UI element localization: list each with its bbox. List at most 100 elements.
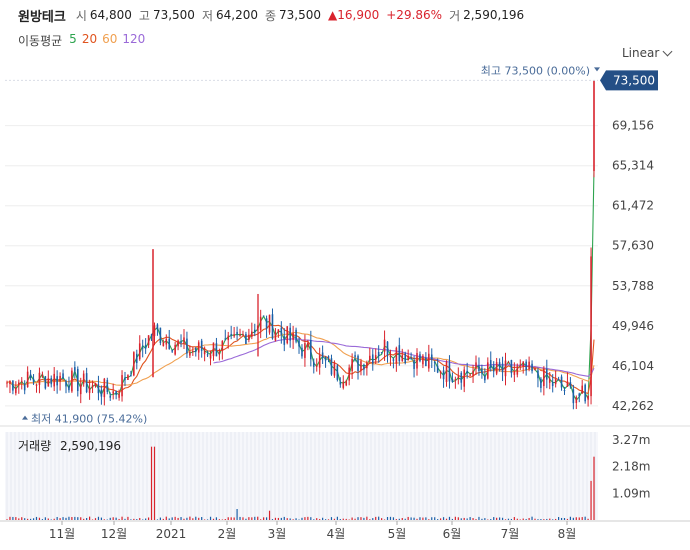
volume-bar [189, 516, 191, 520]
candle-body [501, 363, 504, 373]
candle-body [121, 375, 123, 397]
candle-body [153, 325, 156, 337]
candle-body [277, 329, 280, 333]
candle-body [584, 384, 586, 402]
volume-bar [584, 516, 586, 520]
scale-selector[interactable]: Linear [622, 46, 673, 60]
x-tick-label: 11월 [49, 527, 75, 541]
volume-bar [133, 518, 135, 520]
volume-bar [440, 518, 442, 520]
ma120-legend[interactable]: 120 [122, 32, 146, 46]
candle-body [351, 359, 353, 372]
candle-body [383, 339, 386, 352]
volume-bar [204, 519, 206, 520]
candle-body [348, 367, 350, 381]
candle-body [224, 338, 227, 340]
x-tick-label: 5월 [388, 527, 407, 541]
candle-body [56, 376, 58, 386]
candle-body [59, 375, 61, 382]
candle-body [251, 331, 253, 337]
candle-body [186, 338, 188, 354]
candle-body [321, 352, 324, 358]
candle-body [513, 371, 516, 375]
candle-body [112, 391, 114, 394]
ma60-legend[interactable]: 60 [102, 32, 118, 46]
ma20-legend[interactable]: 20 [81, 32, 98, 46]
volume-bar [469, 517, 471, 520]
volume-bar [145, 518, 147, 520]
volume-bar [212, 518, 215, 520]
candle-body [79, 384, 82, 395]
volume-bar [313, 519, 315, 520]
candle-body [192, 350, 194, 352]
volume-bar [398, 518, 400, 520]
candle-body [271, 314, 274, 339]
scale-label: Linear [622, 46, 660, 60]
candle-body [374, 355, 377, 361]
candle-body [575, 397, 578, 403]
volume-bar [386, 517, 389, 520]
x-tick-label: 12월 [101, 527, 127, 541]
volume-bar [357, 517, 359, 520]
volume-bar [80, 517, 82, 520]
candle-body [534, 368, 536, 371]
volume-bar [171, 517, 173, 520]
volume-bar [115, 517, 117, 520]
candle-body [106, 380, 109, 392]
volume-bar [268, 510, 271, 520]
volume-bar [342, 518, 344, 520]
candle-body [401, 355, 404, 361]
volume-bar [206, 519, 209, 520]
candle-body [416, 352, 418, 369]
volume-bar [124, 518, 126, 520]
candle-body [363, 364, 365, 370]
volume-bar [431, 517, 433, 520]
candle-body [330, 358, 333, 375]
volume-bar [487, 519, 489, 520]
candle-body [507, 362, 510, 364]
candle-body [194, 347, 197, 352]
candle-body [62, 373, 64, 379]
candle-body [463, 369, 466, 387]
volume-bar [407, 516, 409, 520]
volume-bar [142, 519, 144, 520]
volume-tick-label: 1.09m [612, 486, 650, 500]
change-percent: +29.86% [386, 8, 443, 22]
volume-bar [9, 516, 11, 520]
candle-body [230, 333, 232, 336]
candle-body [581, 385, 584, 394]
volume-bar [563, 518, 566, 520]
candle-body [578, 393, 581, 397]
candle-body [206, 354, 209, 356]
candle-body [236, 331, 238, 335]
ma5-legend[interactable]: 5 [69, 32, 77, 46]
volume-bar [389, 516, 392, 520]
change-value: ▲16,900 [328, 8, 380, 22]
candle-body [242, 334, 244, 336]
candle-body [560, 376, 563, 388]
volume-bar [324, 519, 327, 520]
volume-bar [525, 519, 527, 520]
candle-body [478, 365, 480, 372]
current-price-tag [600, 70, 658, 91]
candle-body [200, 340, 203, 351]
open-value: 64,800 [89, 8, 132, 22]
candle-body [528, 361, 530, 370]
candle-body [135, 353, 138, 364]
candle-body [304, 343, 306, 358]
volume-bar [21, 517, 23, 520]
volume-bar [62, 517, 64, 520]
y-tick-label: 46,104 [612, 359, 654, 373]
candle-body [274, 332, 277, 341]
current-price-label: 73,500 [613, 73, 655, 87]
open-label: 시 [75, 8, 87, 23]
volume-bar [192, 518, 194, 520]
candle-body [91, 385, 94, 388]
candle-body [253, 329, 256, 333]
volume-bar [83, 518, 85, 520]
candle-body [587, 396, 589, 400]
volume-bar [307, 516, 309, 520]
candle-body [436, 366, 439, 373]
volume-bar [147, 517, 150, 520]
